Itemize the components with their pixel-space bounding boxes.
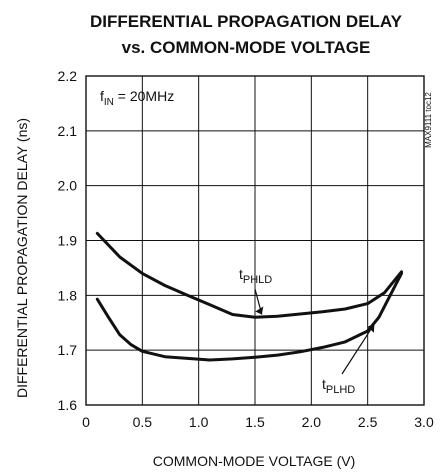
y-tick-label: 2.0 [58,178,78,194]
leader-arrowhead [367,323,375,333]
y-tick-label: 1.8 [58,287,78,303]
y-tick-label: 2.1 [58,123,78,139]
y-axis-label: DIFFERENTIAL PROPAGATION DELAY (ns) [14,118,30,398]
x-axis-label: COMMON-MODE VOLTAGE (V) [153,453,355,469]
y-tick-label: 2.2 [58,68,78,84]
x-tick-label: 1.0 [189,414,209,430]
x-tick-label: 0.5 [133,414,153,430]
figure-id-label: MAX9111 toc12 [424,92,433,148]
chart-title-line-2: vs. COMMON-MODE VOLTAGE [122,38,371,57]
series-line-tPHLD [95,231,403,319]
series-label-tPLHD: tPLHD [322,376,355,396]
chart-title-line-1: DIFFERENTIAL PROPAGATION DELAY [90,12,403,31]
y-tick-label: 1.7 [58,342,78,358]
plot-frame [85,75,425,406]
x-tick-label: 2.5 [358,414,378,430]
series-lines [95,231,403,362]
grid [85,75,425,406]
x-tick-label: 3.0 [414,414,434,430]
x-tick-label: 1.5 [245,414,265,430]
series-label-tPHLD: tPHLD [239,266,272,286]
tick-labels: 0 0.5 1.0 1.5 2.0 2.5 3.0 1.6 1.7 1.8 1.9 2.0 2.1 2.2 [58,68,434,430]
x-tick-label: 0 [82,414,90,430]
condition-label: fIN = 20MHz [100,88,174,108]
y-tick-label: 1.9 [58,233,78,249]
x-tick-label: 2.0 [302,414,322,430]
leader-arrowhead [255,306,264,315]
leader-line [341,323,375,375]
y-tick-label: 1.6 [58,397,78,413]
